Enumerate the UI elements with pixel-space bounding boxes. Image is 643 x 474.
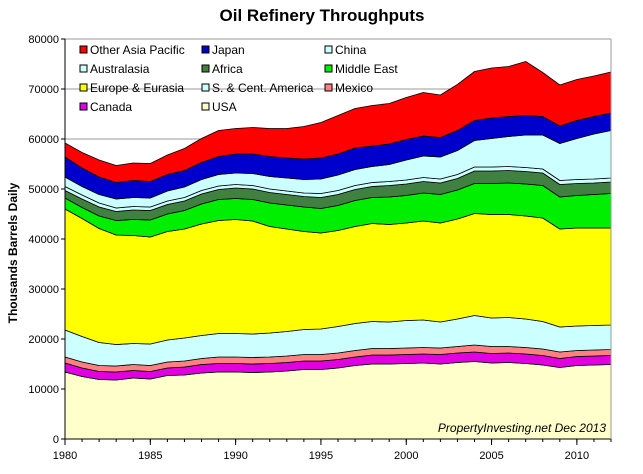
x-tick-label: 1985 [138,450,162,462]
legend-swatch-usa [201,102,210,111]
legend-label-mexico: Mexico [335,81,373,95]
legend-label-middle-east: Middle East [335,62,398,76]
legend-label-europe-eurasia: Europe & Eurasia [90,81,184,95]
y-tick-label: 70000 [28,84,59,96]
x-tick-label: 2005 [479,450,503,462]
legend-label-canada: Canada [90,100,132,114]
legend-swatch-canada [79,102,88,111]
legend-label-usa: USA [212,100,237,114]
y-tick-label: 20000 [28,334,59,346]
legend-swatch-europe-eurasia [79,83,88,92]
x-tick-label: 2000 [394,450,418,462]
stacked-areas [64,61,612,440]
x-tick-label: 1980 [53,450,77,462]
legend-swatch-middle-east [324,64,333,73]
legend-swatch-japan [201,45,210,54]
y-tick-label: 50000 [28,184,59,196]
x-tick-label: 2010 [565,450,589,462]
legend-label-other-asia-pacific: Other Asia Pacific [90,43,185,57]
x-tick-label: 1995 [309,450,333,462]
legend-label-australasia: Australasia [90,62,150,76]
source-annotation: PropertyInvesting.net Dec 2013 [438,421,606,435]
y-tick-label: 80000 [28,34,59,46]
legend-swatch-s-cent-america [201,83,210,92]
y-tick-label: 60000 [28,134,59,146]
legend-swatch-china [324,45,333,54]
legend-label-japan: Japan [212,43,245,57]
y-tick-label: 10000 [28,384,59,396]
axes: 0 10000 20000 30000 40000 50000 60000 70000 8000… [28,34,612,462]
y-tick-label: 30000 [28,284,59,296]
y-tick-label: 40000 [28,234,59,246]
legend-swatch-mexico [324,83,333,92]
x-tick-label: 1990 [223,450,247,462]
legend-label-africa: Africa [212,62,243,76]
y-axis-label: Thousands Barrels Daily [6,182,20,323]
y-tick-label: 0 [53,434,59,446]
legend-swatch-africa [201,64,210,73]
legend-swatch-other-asia-pacific [79,45,88,54]
chart-title: Oil Refinery Throughputs [220,6,425,25]
legend-label-s-cent-america: S. & Cent. America [212,81,314,95]
legend-label-china: China [335,43,367,57]
legend: Other Asia Pacific Japan China Australasia A… [79,43,398,114]
legend-swatch-australasia [79,64,88,73]
